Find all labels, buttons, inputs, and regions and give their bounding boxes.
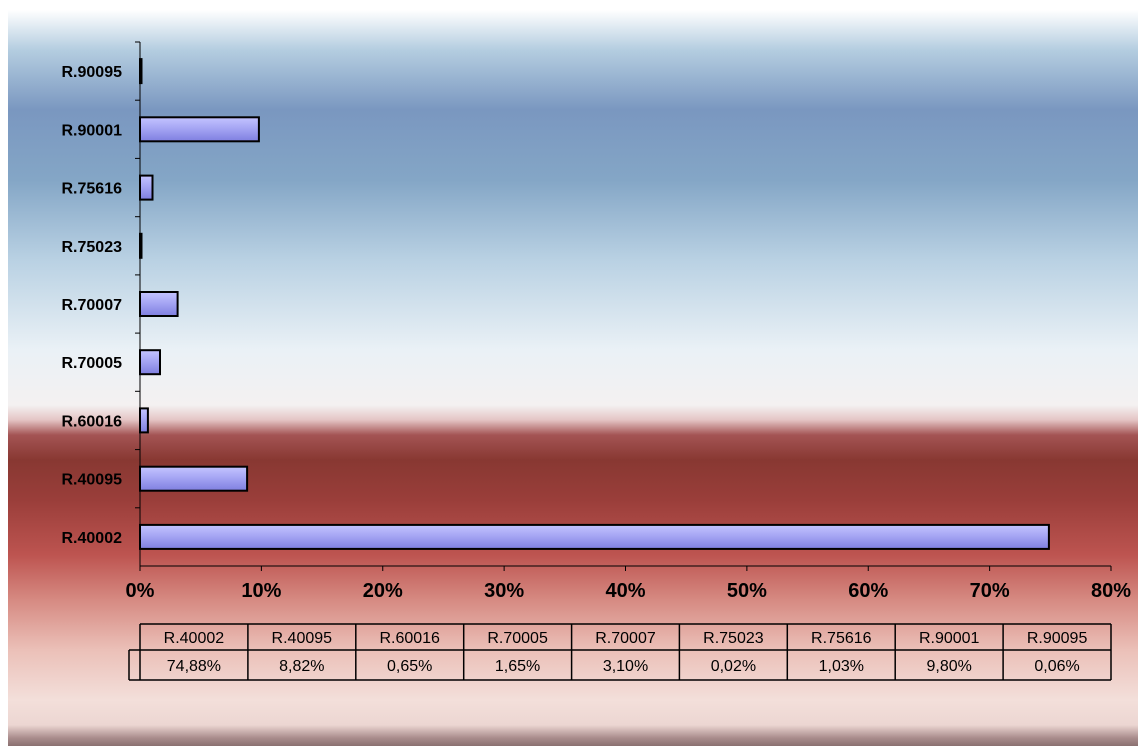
category-label: R.70005 bbox=[62, 355, 123, 372]
bar-r-40002 bbox=[139, 523, 1050, 550]
chart-area: R.40002 R.40095 R.60016 R.70005 R.70007 R.750… bbox=[8, 10, 1138, 746]
x-tick-label: 10% bbox=[241, 580, 281, 602]
x-tick-label: 40% bbox=[605, 580, 645, 602]
category-label: R.70007 bbox=[62, 297, 123, 314]
x-tick-label: 60% bbox=[848, 580, 888, 602]
x-tick-label: 20% bbox=[363, 580, 403, 602]
bar-r-90001 bbox=[139, 116, 260, 143]
x-tick-label: 30% bbox=[484, 580, 524, 602]
bar-chart: R.40002 R.40095 R.60016 R.70005 R.70007 R.750… bbox=[62, 41, 1132, 681]
bar-r-70007 bbox=[139, 291, 179, 317]
table-header-cell: R.75616 bbox=[811, 630, 872, 647]
category-label: R.90001 bbox=[62, 122, 123, 139]
table-value-cell: 8,82% bbox=[279, 658, 324, 675]
x-tick-label: 0% bbox=[126, 580, 155, 602]
category-label: R.75023 bbox=[62, 239, 123, 256]
table-header-cell: R.40002 bbox=[164, 630, 225, 647]
category-label: R.75616 bbox=[62, 181, 123, 198]
table-header-cell: R.90001 bbox=[919, 630, 980, 647]
bar-r-40095 bbox=[139, 465, 249, 492]
bar-r-70005 bbox=[139, 349, 161, 376]
table-header-cell: R.75023 bbox=[703, 630, 764, 647]
x-tick-label: 80% bbox=[1091, 580, 1131, 602]
x-tick-labels: 0% 10% 20% 30% 40% 50% 60% 70% 80% bbox=[126, 580, 1132, 602]
table-value-cell: 3,10% bbox=[603, 658, 648, 675]
table-value-cell: 1,03% bbox=[819, 658, 864, 675]
bar-r-75616 bbox=[139, 174, 154, 201]
x-tick-label: 70% bbox=[970, 580, 1010, 602]
table-value-cell: 0,02% bbox=[711, 658, 756, 675]
category-label: R.60016 bbox=[62, 413, 123, 430]
bar-r-75023 bbox=[139, 232, 143, 259]
x-tick-label: 50% bbox=[727, 580, 767, 602]
bars bbox=[139, 58, 1050, 550]
bar-r-90095 bbox=[139, 58, 143, 85]
bar-r-60016 bbox=[139, 407, 149, 434]
category-label: R.40095 bbox=[62, 472, 123, 489]
table-value-cell: 0,65% bbox=[387, 658, 432, 675]
category-label: R.40002 bbox=[62, 530, 123, 547]
table-header-cell: R.70005 bbox=[487, 630, 548, 647]
category-label: R.90095 bbox=[62, 64, 123, 81]
data-table: R.40002 74,88% R.40095 8,82% R.60016 0,65% R.7… bbox=[128, 623, 1112, 681]
table-header-cell: R.70007 bbox=[595, 630, 656, 647]
table-value-cell: 9,80% bbox=[927, 658, 972, 675]
table-header-cell: R.40095 bbox=[272, 630, 333, 647]
table-value-cell: 1,65% bbox=[495, 658, 540, 675]
table-header-cell: R.60016 bbox=[379, 630, 440, 647]
axes bbox=[135, 41, 1112, 571]
category-labels: R.40002 R.40095 R.60016 R.70005 R.70007 R.750… bbox=[62, 64, 123, 547]
table-value-cell: 74,88% bbox=[167, 658, 221, 675]
table-header-cell: R.90095 bbox=[1027, 630, 1088, 647]
table-value-cell: 0,06% bbox=[1034, 658, 1079, 675]
